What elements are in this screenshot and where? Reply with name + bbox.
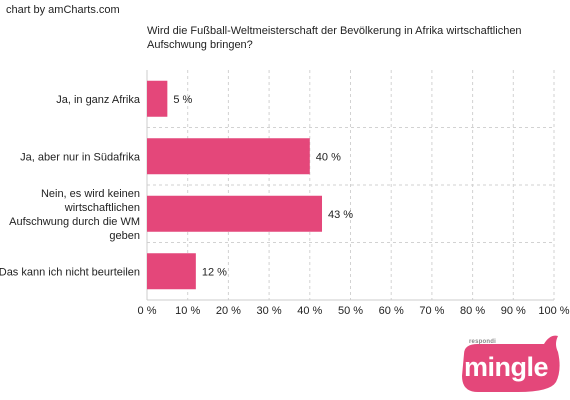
category-label: Ja, in ganz Afrika [56, 94, 141, 106]
data-label: 43 % [328, 209, 353, 221]
x-tick-label: 10 % [175, 305, 200, 317]
chart-title: Wird die Fußball-Weltmeisterschaft der B… [147, 25, 522, 51]
data-label: 40 % [316, 151, 341, 163]
data-label: 12 % [202, 266, 227, 278]
category-label-line: wirtschaftlichen [64, 202, 140, 214]
x-tick-label: 90 % [501, 305, 526, 317]
category-label-line: Aufschwung durch die WM [9, 216, 140, 228]
bar [147, 138, 310, 175]
bar [147, 80, 168, 117]
mingle-logo: respondi mingle [458, 330, 563, 394]
x-tick-label: 60 % [379, 305, 404, 317]
logo-main-text: mingle [464, 352, 549, 382]
category-label-line: geben [109, 230, 140, 242]
x-tick-label: 80 % [460, 305, 485, 317]
data-label: 5 % [173, 94, 192, 106]
bar [147, 253, 196, 290]
x-tick-label: 30 % [257, 305, 282, 317]
x-tick-label: 0 % [138, 305, 157, 317]
category-label-line: Das kann ich nicht beurteilen [0, 266, 140, 278]
category-label-line: Nein, es wird keinen [41, 188, 140, 200]
chart-credit[interactable]: chart by amCharts.com [6, 4, 120, 16]
x-tick-label: 100 % [538, 305, 569, 317]
category-label: Ja, aber nur in Südafrika [20, 151, 141, 163]
category-label-line: Ja, in ganz Afrika [56, 94, 141, 106]
category-label: Das kann ich nicht beurteilen [0, 266, 140, 278]
x-tick-label: 50 % [338, 305, 363, 317]
logo-badge-icon [462, 335, 560, 392]
bar [147, 195, 323, 232]
x-tick-label: 20 % [216, 305, 241, 317]
category-label-line: Ja, aber nur in Südafrika [20, 151, 141, 163]
x-tick-label: 70 % [419, 305, 444, 317]
x-tick-label: 40 % [297, 305, 322, 317]
logo-small-text: respondi [469, 339, 496, 345]
category-label: Nein, es wird keinen wirtschaftlichen Aufs… [9, 188, 140, 242]
